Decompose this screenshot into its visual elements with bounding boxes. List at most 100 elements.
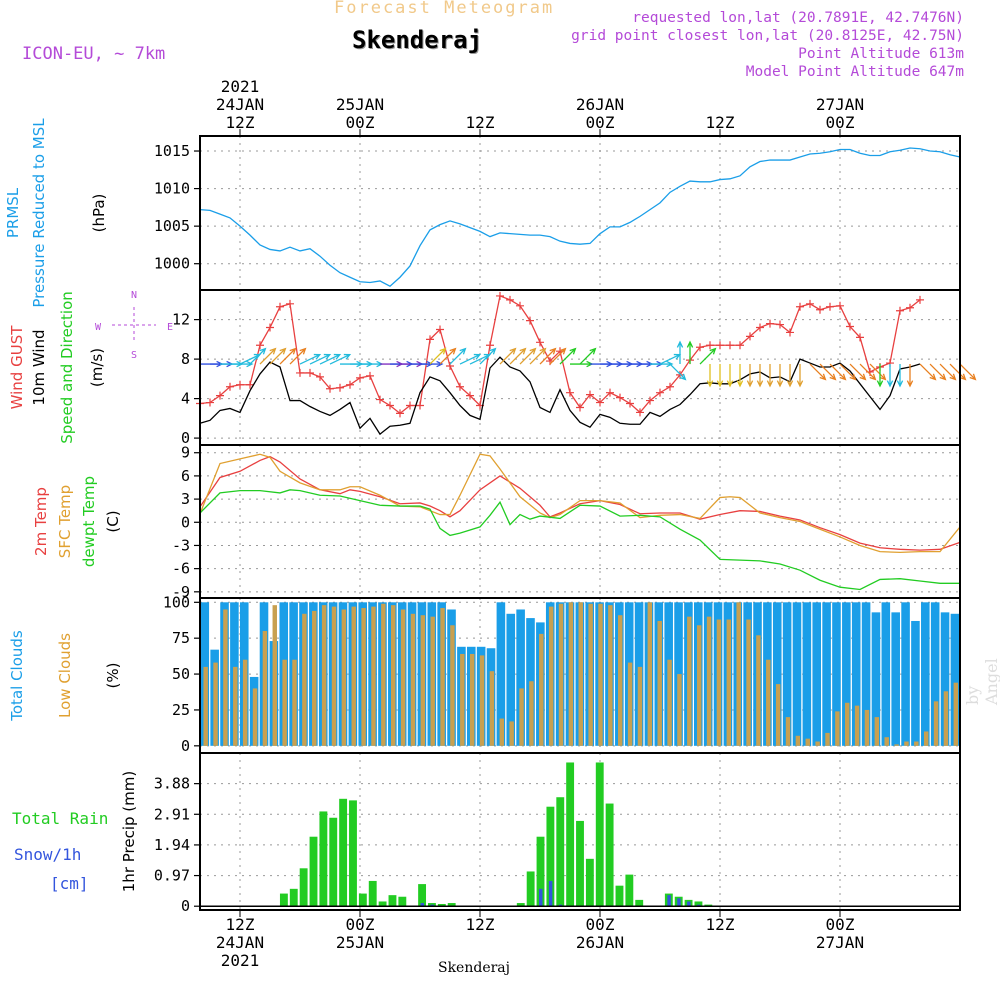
y-tick-label: 3: [181, 490, 190, 508]
cloud-low-bar: [874, 717, 880, 746]
y-tick-label: 25: [172, 701, 190, 719]
cloud-low-bar: [588, 603, 593, 746]
panel-precip: 0 0.97 1.94 2.91 3.88 1hr Precip (mm): [120, 752, 961, 915]
cloud-total-bar: [921, 602, 930, 746]
y-tick-label: 100: [163, 593, 190, 611]
wind-arrow: [686, 340, 694, 365]
y-tick-label: 0: [181, 513, 190, 531]
wind-arrow: [919, 363, 937, 381]
cloud-low-bar: [371, 606, 376, 746]
cloud-total-bar: [891, 612, 900, 746]
snow-unit-label: [cm]: [50, 874, 89, 893]
time-label-top: 00Z: [826, 113, 855, 132]
snow-legend-label: Snow/1h: [14, 845, 81, 864]
gust-marker: [696, 343, 704, 352]
wind-arrow: [269, 347, 287, 365]
rain-bar: [625, 874, 634, 907]
point-altitude: Point Altitude 613m: [798, 46, 964, 62]
gust-marker: [416, 401, 424, 410]
temp-axis-label: SFC Temp: [56, 485, 74, 558]
sfc-temp-line: [199, 453, 961, 554]
wind-arrow: [429, 347, 447, 365]
requested-coords: requested lon,lat (20.7891E, 42.7476N): [632, 10, 964, 26]
cloud-low-bar: [904, 741, 909, 746]
y-tick-label: 4: [181, 390, 190, 408]
gust-marker: [286, 299, 294, 308]
gust-marker: [396, 409, 404, 418]
y-tick-label: 1000: [154, 255, 190, 273]
gust-marker: [726, 341, 734, 350]
cloud-low-bar: [282, 659, 287, 746]
wind-arrow: [329, 353, 352, 365]
cloud-low-bar: [341, 609, 347, 746]
cloud-low-bar: [716, 619, 722, 746]
wind-arrow: [289, 347, 307, 365]
y-tick-label: 0: [181, 429, 190, 447]
rain-bar: [358, 893, 367, 907]
gust-marker: [426, 335, 434, 344]
wind-arrow: [939, 363, 957, 381]
wind-arrow: [766, 364, 774, 388]
cloud-total-bar: [772, 602, 782, 746]
wind-arrow: [746, 364, 754, 388]
time-label-bottom: 12Z: [466, 915, 495, 934]
cloud-total-bar: [506, 613, 516, 746]
rain-bar: [576, 820, 584, 907]
gust-marker: [276, 302, 284, 311]
cloud-low-bar: [854, 705, 860, 746]
wind-arrow: [929, 363, 947, 381]
cloud-total-bar: [901, 602, 910, 746]
date-label-top: 27JAN: [816, 95, 864, 114]
wind-axis-label: 10m Wind: [30, 329, 48, 405]
wind-arrow: [459, 353, 482, 365]
cloud-total-bar: [832, 602, 841, 746]
gust-marker: [356, 373, 364, 382]
cloud-total-bar: [950, 613, 960, 746]
temp-axis-label: 2m Temp: [32, 487, 50, 556]
cloud-total-bar: [822, 602, 831, 746]
rain-bar: [349, 800, 357, 907]
wind-arrow: [499, 347, 517, 365]
panel-wind: 0 4 8 12 Wind GUST 10m Wind Speed and Directio…: [8, 290, 977, 447]
rain-bar: [595, 762, 604, 907]
cloud-low-bar: [568, 602, 574, 746]
cloud-low-bar: [667, 659, 672, 746]
rain-legend-label: Total Rain: [12, 809, 108, 828]
wind-arrow: [479, 347, 497, 365]
cloud-total-bar: [881, 602, 891, 746]
y-tick-label: 12: [172, 311, 190, 329]
date-label-top: 24JAN: [216, 95, 264, 114]
gust-marker: [206, 398, 214, 407]
gust-marker: [456, 382, 464, 391]
pressure-axis-label: Pressure Reduced to MSL: [30, 118, 48, 308]
wind-arrow: [819, 363, 837, 381]
y-tick-label: 3.88: [154, 775, 190, 793]
panel-frame: [199, 752, 961, 911]
compass-s: S: [131, 350, 137, 361]
cloud-total-bar: [851, 602, 861, 746]
cloud-low-bar: [203, 666, 208, 746]
snow-bar: [677, 898, 681, 907]
gust-marker: [576, 403, 584, 412]
cloud-total-bar: [496, 602, 506, 746]
wind-arrow: [876, 364, 884, 388]
rain-bar: [309, 836, 318, 907]
wind-arrow: [886, 364, 894, 388]
gust-marker: [906, 303, 914, 312]
wind-arrow: [949, 363, 967, 381]
gust-marker: [816, 305, 824, 314]
y-tick-label: 0: [181, 737, 190, 755]
cloud-low-bar: [252, 688, 258, 746]
cloud-low-bar: [845, 702, 850, 746]
gust-marker: [666, 382, 674, 391]
gust-marker: [566, 388, 574, 397]
gust-marker: [656, 388, 664, 397]
wind-arrow: [559, 347, 577, 365]
cloud-total-bar: [871, 612, 881, 746]
date-label-top: 26JAN: [576, 95, 624, 114]
cloud-low-bar: [884, 737, 889, 746]
gust-marker: [916, 295, 924, 304]
gust-marker: [506, 295, 514, 304]
rain-bar: [536, 836, 545, 907]
